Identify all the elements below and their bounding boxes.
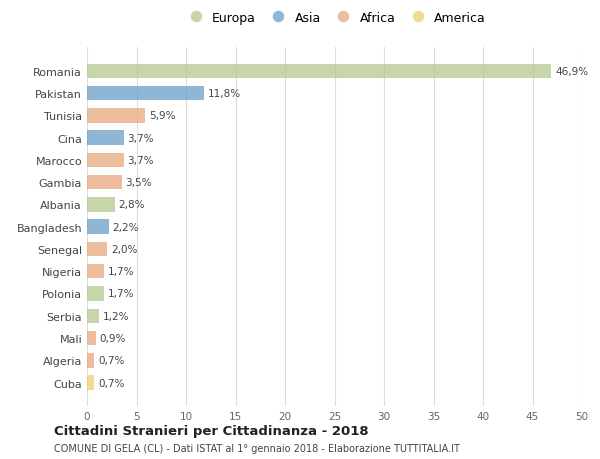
Bar (87, 131, 124, 146)
Bar (87, 198, 115, 212)
Bar (87, 353, 94, 368)
Bar (87, 87, 204, 101)
Text: COMUNE DI GELA (CL) - Dati ISTAT al 1° gennaio 2018 - Elaborazione TUTTITALIA.IT: COMUNE DI GELA (CL) - Dati ISTAT al 1° g… (54, 443, 460, 453)
Text: 0,7%: 0,7% (98, 378, 124, 388)
Bar (87, 264, 104, 279)
Bar (87, 331, 96, 346)
Bar (87, 309, 99, 323)
Text: 3,7%: 3,7% (128, 156, 154, 166)
Text: 2,0%: 2,0% (111, 245, 137, 254)
Bar (87, 375, 94, 390)
Text: 1,7%: 1,7% (108, 289, 134, 299)
Text: 3,5%: 3,5% (125, 178, 152, 188)
Text: 1,2%: 1,2% (103, 311, 130, 321)
Text: 2,2%: 2,2% (113, 222, 139, 232)
Text: 46,9%: 46,9% (555, 67, 589, 77)
Legend: Europa, Asia, Africa, America: Europa, Asia, Africa, America (179, 8, 490, 28)
Bar (87, 286, 104, 301)
Bar (87, 153, 124, 168)
Text: 11,8%: 11,8% (208, 89, 241, 99)
Bar (87, 64, 551, 79)
Text: 5,9%: 5,9% (149, 111, 176, 121)
Text: 1,7%: 1,7% (108, 267, 134, 277)
Text: 3,7%: 3,7% (128, 134, 154, 143)
Bar (87, 220, 109, 235)
Text: 2,8%: 2,8% (119, 200, 145, 210)
Text: 0,9%: 0,9% (100, 333, 126, 343)
Text: Cittadini Stranieri per Cittadinanza - 2018: Cittadini Stranieri per Cittadinanza - 2… (54, 424, 368, 437)
Bar (87, 242, 107, 257)
Bar (87, 175, 122, 190)
Bar (87, 109, 145, 123)
Text: 0,7%: 0,7% (98, 356, 124, 365)
